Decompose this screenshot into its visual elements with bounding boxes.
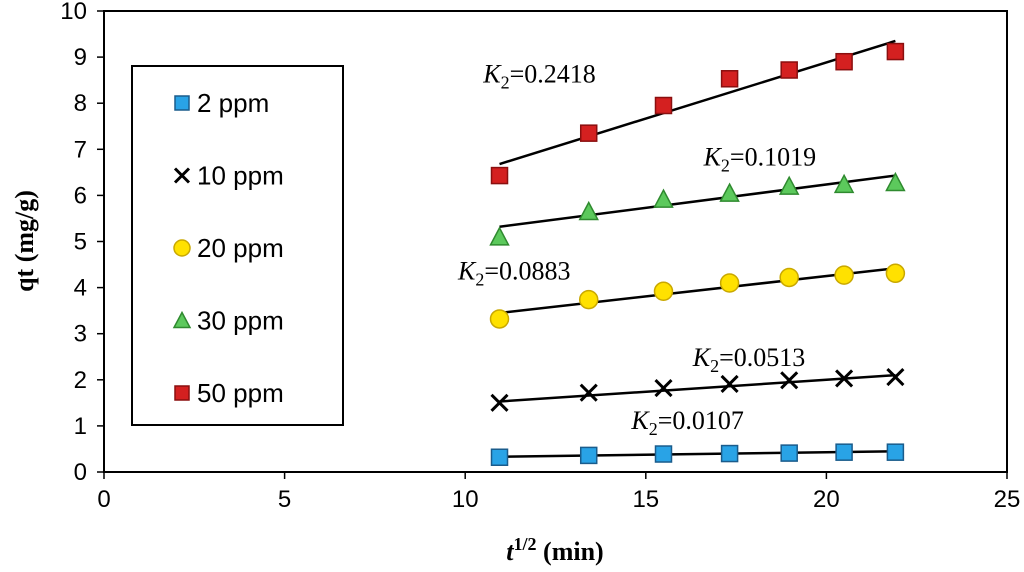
data-point-10-ppm bbox=[720, 374, 739, 394]
data-point-50-ppm bbox=[886, 42, 905, 61]
legend-label: 50 ppm bbox=[197, 378, 284, 408]
legend-label: 30 ppm bbox=[197, 306, 284, 336]
fit-line-20-ppm bbox=[499, 266, 896, 315]
data-point-20-ppm bbox=[834, 265, 854, 285]
data-point-30-ppm bbox=[885, 171, 906, 192]
data-point-20-ppm bbox=[885, 263, 906, 284]
data-point-10-ppm bbox=[490, 393, 509, 412]
legend-marker bbox=[173, 239, 191, 257]
fit-annotations: K2=0.0107 K2=0.0513 K2=0.0883 K2=0.1019 K2=0… bbox=[457, 59, 816, 439]
data-point-50-ppm bbox=[490, 166, 509, 185]
data-point-30-ppm bbox=[578, 200, 599, 221]
legend-marker bbox=[173, 167, 191, 184]
data-point-10-ppm bbox=[780, 371, 799, 390]
data-point-30-ppm bbox=[719, 182, 740, 202]
x-axis-title: t1/2 (min) bbox=[506, 534, 603, 566]
data-point-10-ppm bbox=[886, 367, 905, 387]
y-tick-label: 2 bbox=[74, 367, 87, 394]
data-point-10-ppm bbox=[654, 379, 673, 398]
y-axis-title: qt (mg/g) bbox=[10, 190, 39, 292]
data-point-2-ppm bbox=[835, 443, 853, 461]
x-tick-label: 10 bbox=[452, 486, 479, 513]
data-point-30-ppm bbox=[489, 226, 510, 246]
data-point-50-ppm bbox=[780, 61, 798, 79]
legend-marker bbox=[172, 310, 192, 329]
y-tick-label: 3 bbox=[74, 321, 87, 348]
annotation-50-ppm: K2=0.2418 bbox=[482, 59, 596, 92]
data-points bbox=[489, 42, 906, 466]
data-point-20-ppm bbox=[653, 281, 674, 302]
data-point-50-ppm bbox=[720, 70, 739, 88]
data-point-20-ppm bbox=[719, 273, 740, 293]
annotation-2-ppm: K2=0.0107 bbox=[630, 406, 744, 439]
legend-label: 2 ppm bbox=[197, 88, 269, 118]
y-tick-label: 10 bbox=[60, 0, 87, 25]
x-tick-label: 20 bbox=[813, 486, 840, 513]
y-tick-label: 9 bbox=[74, 44, 87, 71]
annotation-20-ppm: K2=0.0883 bbox=[457, 256, 571, 289]
legend-item: 2 ppm bbox=[174, 88, 269, 118]
data-point-50-ppm bbox=[835, 52, 853, 71]
legend-item: 30 ppm bbox=[172, 306, 284, 336]
data-point-10-ppm bbox=[579, 383, 598, 402]
x-tick-label: 5 bbox=[278, 486, 291, 513]
legend-marker bbox=[174, 385, 190, 401]
data-point-2-ppm bbox=[579, 446, 598, 465]
legend-box bbox=[131, 65, 344, 426]
data-point-20-ppm bbox=[779, 267, 799, 288]
y-tick-label: 4 bbox=[74, 275, 87, 302]
legend-label: 20 ppm bbox=[197, 233, 284, 263]
data-point-10-ppm bbox=[835, 369, 854, 388]
data-point-50-ppm bbox=[579, 124, 598, 142]
fit-lines bbox=[499, 39, 896, 459]
axis-ticks: 0 5 10 15 20 25 0 1 2 3 4 5 6 7 8 9 10 bbox=[60, 0, 1020, 513]
data-point-30-ppm bbox=[778, 175, 800, 195]
data-point-2-ppm bbox=[490, 448, 509, 466]
fit-line-10-ppm bbox=[499, 373, 896, 403]
data-point-20-ppm bbox=[489, 309, 510, 329]
fit-line-2-ppm bbox=[499, 450, 896, 459]
data-point-50-ppm bbox=[654, 96, 673, 115]
data-point-20-ppm bbox=[578, 289, 599, 310]
annotation-10-ppm: K2=0.0513 bbox=[692, 343, 806, 376]
y-tick-label: 5 bbox=[74, 229, 87, 256]
fit-line-30-ppm bbox=[499, 174, 896, 228]
x-tick-label: 25 bbox=[994, 486, 1021, 513]
x-tick-label: 0 bbox=[97, 486, 110, 513]
data-point-30-ppm bbox=[833, 173, 855, 194]
data-point-2-ppm bbox=[886, 443, 905, 461]
legend: 2 ppm 10 ppm 20 ppm 30 ppm 50 ppm bbox=[131, 65, 344, 426]
legend-item: 50 ppm bbox=[174, 378, 284, 408]
x-tick-label: 15 bbox=[632, 486, 659, 513]
legend-marker bbox=[174, 95, 190, 111]
legend-item: 20 ppm bbox=[173, 233, 284, 263]
data-point-2-ppm bbox=[720, 444, 739, 463]
data-point-2-ppm bbox=[654, 445, 673, 463]
y-tick-label: 0 bbox=[74, 459, 87, 486]
data-point-2-ppm bbox=[780, 444, 798, 462]
y-tick-label: 1 bbox=[74, 413, 87, 440]
annotation-30-ppm: K2=0.1019 bbox=[703, 142, 817, 175]
legend-label: 10 ppm bbox=[197, 161, 284, 191]
legend-item: 10 ppm bbox=[173, 161, 284, 191]
y-tick-label: 6 bbox=[74, 182, 87, 209]
fit-line-50-ppm bbox=[499, 39, 896, 166]
y-tick-label: 7 bbox=[74, 136, 87, 163]
data-point-30-ppm bbox=[653, 188, 674, 208]
y-tick-label: 8 bbox=[74, 90, 87, 117]
